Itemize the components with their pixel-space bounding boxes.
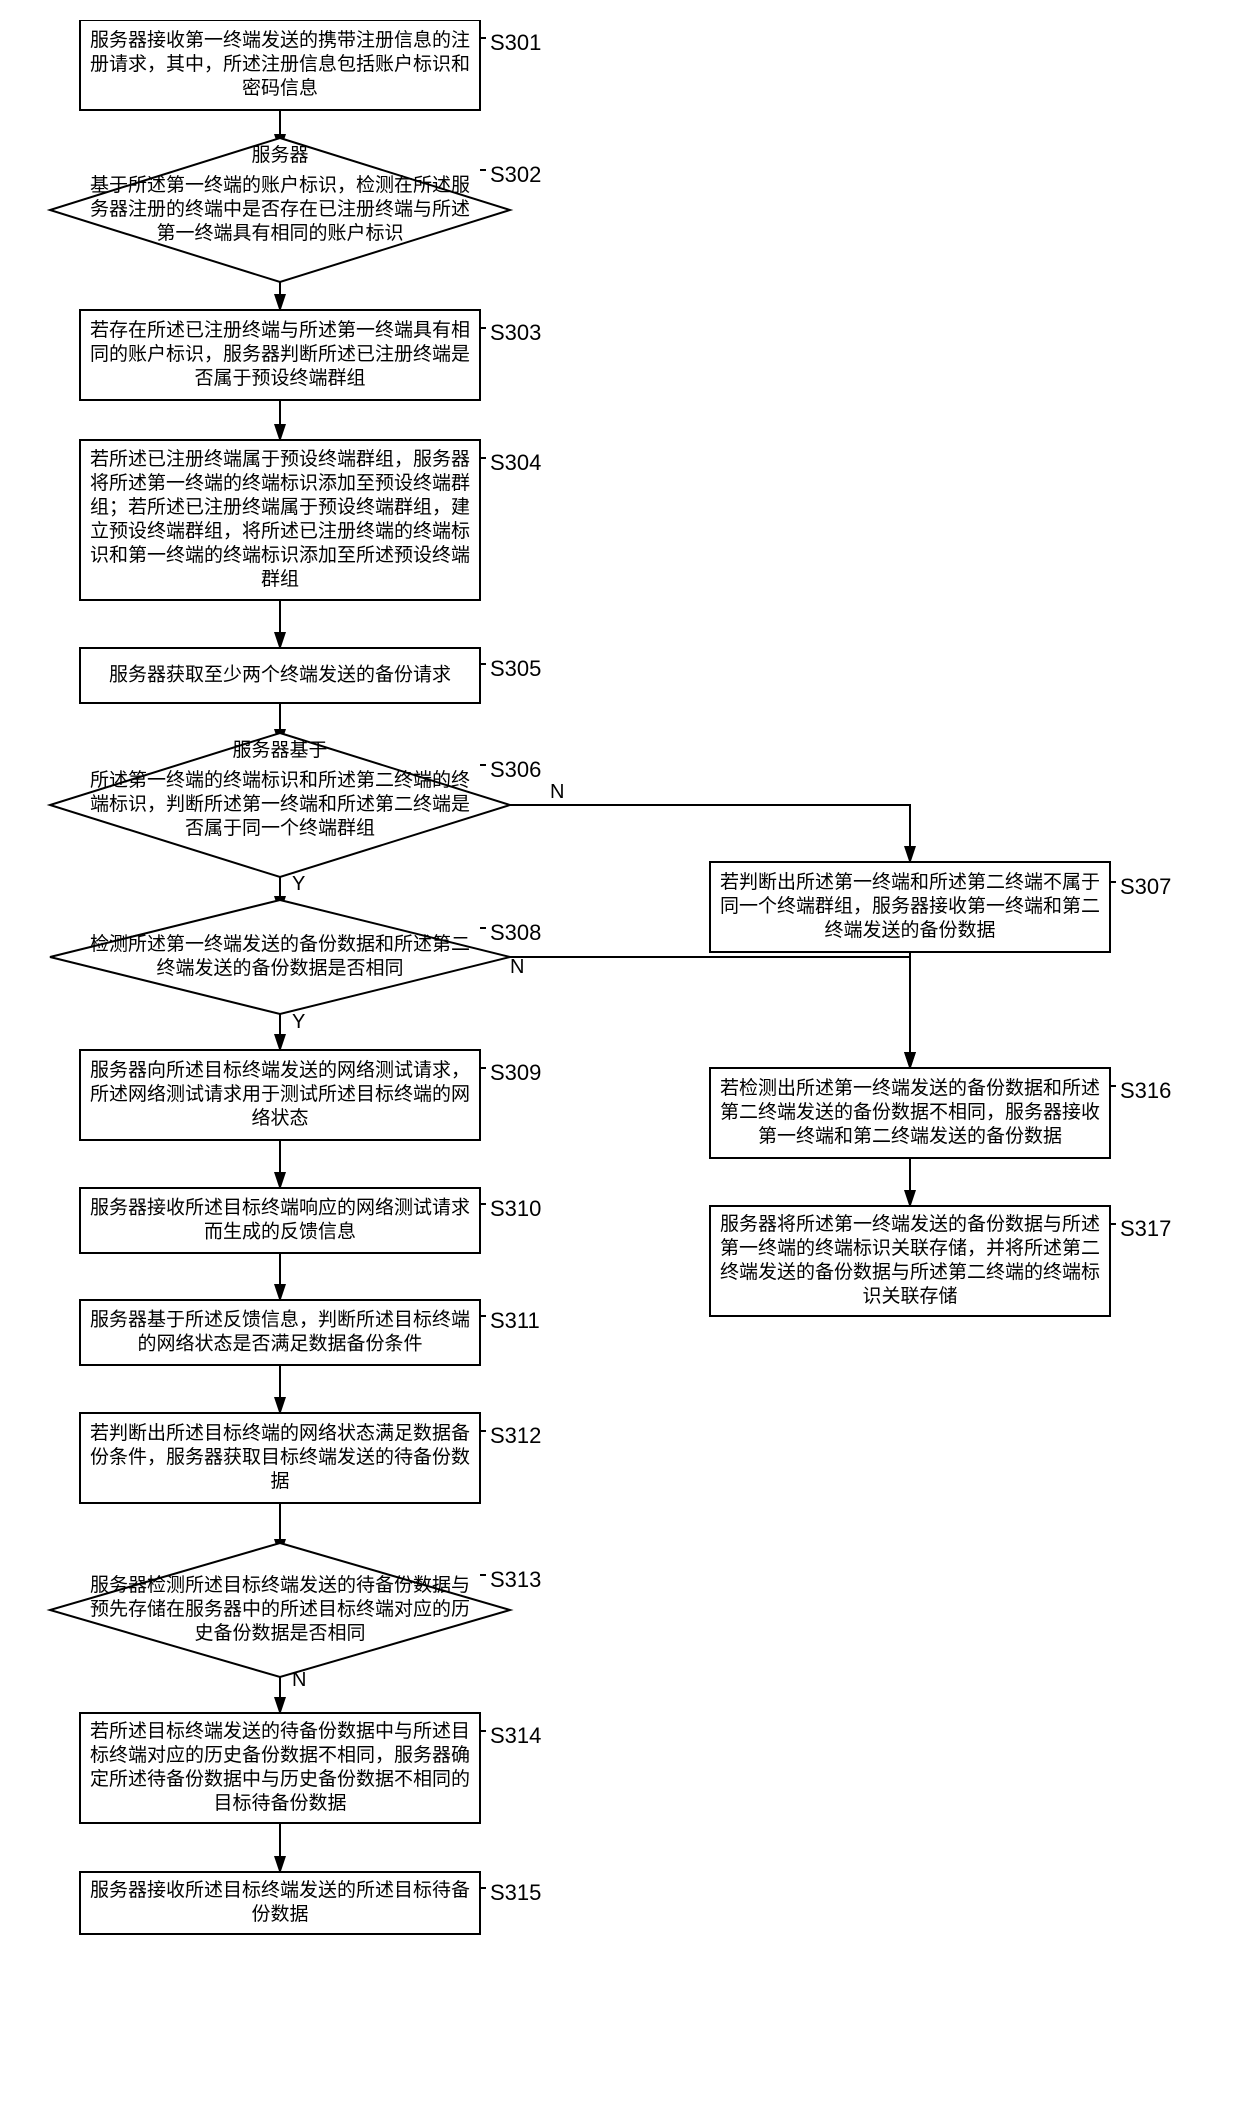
node-n307: 若判断出所述第一终端和所述第二终端不属于同一个终端群组，服务器接收第一终端和第二…: [710, 862, 1171, 952]
node-line-n308-1: 终端发送的备份数据是否相同: [156, 957, 403, 979]
node-line-n307-1: 同一个终端群组，服务器接收第一终端和第二: [720, 895, 1100, 917]
edge-n306-n307: [480, 805, 910, 862]
node-line-n309-2: 络状态: [251, 1107, 308, 1129]
step-label-n311: S311: [490, 1308, 540, 1333]
node-line-n303-2: 否属于预设终端群组: [194, 367, 365, 389]
node-line-n306-1: 端标识，判断所述第一终端和所述第二终端是: [90, 793, 470, 815]
node-n317: 服务器将所述第一终端发送的备份数据与所述第一终端的终端标识关联存储，并将所述第二…: [710, 1206, 1171, 1316]
node-line-n309-1: 所述网络测试请求用于测试所述目标终端的网: [90, 1083, 470, 1105]
node-n302: 服务器基于所述第一终端的账户标识，检测在所述服务器注册的终端中是否存在已注册终端…: [50, 138, 541, 282]
y-label-n306: Y: [292, 873, 305, 895]
step-label-n309: S309: [490, 1060, 541, 1085]
node-line-n315-1: 份数据: [251, 1903, 308, 1925]
node-line-n312-1: 份条件，服务器获取目标终端发送的待备份数: [90, 1446, 470, 1468]
node-n309: 服务器向所述目标终端发送的网络测试请求，所述网络测试请求用于测试所述目标终端的网…: [80, 1050, 541, 1140]
step-label-n304: S304: [490, 450, 541, 475]
node-n313: 服务器检测所述目标终端发送的待备份数据与预先存储在服务器中的所述目标终端对应的历…: [50, 1543, 541, 1691]
node-line-n301-0: 服务器接收第一终端发送的携带注册信息的注: [90, 29, 470, 51]
node-line-n305-0: 服务器获取至少两个终端发送的备份请求: [109, 664, 451, 686]
n-label-n308: N: [510, 956, 524, 978]
node-n316: 若检测出所述第一终端发送的备份数据和所述第二终端发送的备份数据不相同，服务器接收…: [710, 1068, 1171, 1158]
node-line-n306-0: 所述第一终端的终端标识和所述第二终端的终: [90, 769, 470, 791]
node-line-n304-1: 将所述第一终端的终端标识添加至预设终端群: [90, 472, 470, 494]
node-n303: 若存在所述已注册终端与所述第一终端具有相同的账户标识，服务器判断所述已注册终端是…: [80, 310, 541, 400]
node-line-n316-1: 第二终端发送的备份数据不相同，服务器接收: [720, 1101, 1100, 1123]
edge-n308-n316: [480, 957, 910, 1068]
node-n315: 服务器接收所述目标终端发送的所述目标待备份数据 S315: [80, 1872, 541, 1934]
node-line-n304-3: 立预设终端群组，将所述已注册终端的终端标: [90, 520, 470, 542]
node-line-n304-0: 若所述已注册终端属于预设终端群组，服务器: [90, 448, 470, 470]
node-line-n307-2: 终端发送的备份数据: [824, 919, 995, 941]
node-line-n311-1: 的网络状态是否满足数据备份条件: [137, 1333, 422, 1355]
node-line-n304-4: 识和第一终端的终端标识添加至所述预设终端: [90, 544, 470, 566]
node-line-n302-1: 务器注册的终端中是否存在已注册终端与所述: [90, 198, 470, 220]
step-label-n315: S315: [490, 1880, 541, 1905]
node-line-n313-1: 预先存储在服务器中的所述目标终端对应的历: [90, 1598, 470, 1620]
diamond-n308: [50, 900, 510, 1014]
node-line-n317-1: 第一终端的终端标识关联存储，并将所述第二: [720, 1237, 1100, 1259]
node-n301: 服务器接收第一终端发送的携带注册信息的注册请求，其中，所述注册信息包括账户标识和…: [80, 20, 541, 110]
node-line-n312-2: 据: [270, 1470, 289, 1492]
step-label-n312: S312: [490, 1423, 541, 1448]
node-line-n302-2: 第一终端具有相同的账户标识: [156, 222, 403, 244]
step-label-n306: S306: [490, 757, 541, 782]
step-label-n305: S305: [490, 656, 541, 681]
node-n305: 服务器获取至少两个终端发送的备份请求 S305: [80, 648, 541, 703]
node-n314: 若所述目标终端发送的待备份数据中与所述目标终端对应的历史备份数据不相同，服务器确…: [80, 1713, 541, 1823]
step-label-n302: S302: [490, 162, 541, 187]
node-n310: 服务器接收所述目标终端响应的网络测试请求而生成的反馈信息 S310: [80, 1188, 541, 1253]
node-line-n304-2: 组；若所述已注册终端属于预设终端群组，建: [90, 496, 470, 518]
node-line-n301-1: 册请求，其中，所述注册信息包括账户标识和: [90, 53, 470, 75]
node-line-n308-0: 检测所述第一终端发送的备份数据和所述第二: [90, 933, 470, 955]
node-line-n314-2: 定所述待备份数据中与历史备份数据不相同的: [90, 1768, 470, 1790]
step-label-n313: S313: [490, 1567, 541, 1592]
n-label-n313: N: [292, 1669, 306, 1691]
node-line-n315-0: 服务器接收所述目标终端发送的所述目标待备: [90, 1879, 470, 1901]
node-n306: 服务器基于所述第一终端的终端标识和所述第二终端的终端标识，判断所述第一终端和所述…: [50, 733, 564, 895]
step-label-n314: S314: [490, 1723, 541, 1748]
node-line-n309-0: 服务器向所述目标终端发送的网络测试请求，: [90, 1059, 470, 1081]
y-label-n308: Y: [292, 1011, 305, 1033]
step-label-n310: S310: [490, 1196, 541, 1221]
node-line-n314-0: 若所述目标终端发送的待备份数据中与所述目: [90, 1720, 470, 1742]
node-n311: 服务器基于所述反馈信息，判断所述目标终端的网络状态是否满足数据备份条件 S311: [80, 1300, 540, 1365]
node-line-n313-2: 史备份数据是否相同: [194, 1622, 365, 1644]
node-line-n311-0: 服务器基于所述反馈信息，判断所述目标终端: [90, 1309, 470, 1331]
node-line-n317-3: 识关联存储: [862, 1285, 957, 1307]
node-line-n317-0: 服务器将所述第一终端发送的备份数据与所述: [720, 1213, 1100, 1235]
step-label-n316: S316: [1120, 1078, 1171, 1103]
node-line-n313-0: 服务器检测所述目标终端发送的待备份数据与: [90, 1574, 470, 1596]
node-line-n312-0: 若判断出所述目标终端的网络状态满足数据备: [90, 1422, 470, 1444]
n-label-n306: N: [550, 781, 564, 803]
node-line-n303-1: 同的账户标识，服务器判断所述已注册终端是: [90, 343, 470, 365]
step-label-n301: S301: [490, 30, 541, 55]
node-line-n306-2: 否属于同一个终端群组: [185, 817, 375, 839]
node-line-n310-0: 服务器接收所述目标终端响应的网络测试请求: [90, 1197, 470, 1219]
step-label-n307: S307: [1120, 874, 1171, 899]
step-label-n303: S303: [490, 320, 541, 345]
node-line-n307-0: 若判断出所述第一终端和所述第二终端不属于: [720, 871, 1100, 893]
node-line-n301-2: 密码信息: [242, 77, 318, 99]
node-line-n314-1: 标终端对应的历史备份数据不相同，服务器确: [90, 1744, 470, 1766]
node-n304: 若所述已注册终端属于预设终端群组，服务器将所述第一终端的终端标识添加至预设终端群…: [80, 440, 541, 600]
node-n308: 检测所述第一终端发送的备份数据和所述第二终端发送的备份数据是否相同 S308 N Y: [50, 900, 541, 1033]
node-line-n304-5: 群组: [261, 568, 299, 590]
node-line-n314-3: 目标待备份数据: [213, 1792, 346, 1814]
step-label-n317: S317: [1120, 1216, 1171, 1241]
node-line-n316-0: 若检测出所述第一终端发送的备份数据和所述: [720, 1077, 1100, 1099]
node-line-n303-0: 若存在所述已注册终端与所述第一终端具有相: [90, 319, 470, 341]
node-line-n316-2: 第一终端和第二终端发送的备份数据: [758, 1125, 1062, 1147]
node-top-n306: 服务器基于: [232, 739, 327, 761]
node-n312: 若判断出所述目标终端的网络状态满足数据备份条件，服务器获取目标终端发送的待备份数…: [80, 1413, 541, 1503]
node-line-n317-2: 终端发送的备份数据与所述第二终端的终端标: [720, 1261, 1100, 1283]
node-line-n310-1: 而生成的反馈信息: [204, 1221, 356, 1243]
flowchart-svg: 服务器接收第一终端发送的携带注册信息的注册请求，其中，所述注册信息包括账户标识和…: [40, 20, 1220, 2085]
node-top-n302: 服务器: [251, 144, 308, 166]
node-line-n302-0: 基于所述第一终端的账户标识，检测在所述服: [90, 174, 470, 196]
step-label-n308: S308: [490, 920, 541, 945]
